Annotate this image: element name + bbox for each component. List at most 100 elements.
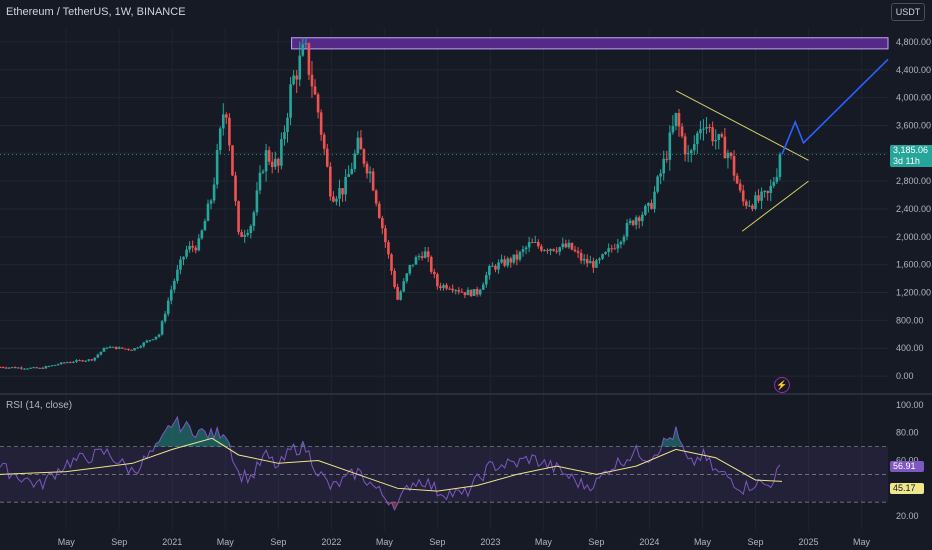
- candle: [732, 150, 736, 181]
- candle: [405, 272, 409, 284]
- candle: [478, 288, 482, 297]
- candle: [573, 245, 577, 253]
- candle: [696, 131, 699, 154]
- candle: [41, 366, 45, 369]
- candle: [145, 339, 149, 343]
- candle: [589, 255, 592, 264]
- candle: [338, 179, 341, 207]
- price-axis[interactable]: 0.00 400.00 800.00 1,200.00 1,600.00 2,000.00…: [896, 37, 931, 381]
- candle: [766, 190, 769, 201]
- candle: [699, 120, 702, 140]
- rsi-tick-label: 60.00: [896, 456, 919, 466]
- bar-countdown: 3d 11h: [893, 156, 920, 166]
- candle: [231, 145, 234, 177]
- candle: [173, 278, 176, 293]
- candle: [191, 240, 194, 253]
- candle: [307, 42, 311, 80]
- candle: [497, 259, 500, 274]
- candle: [240, 229, 243, 238]
- time-tick-label: May: [217, 537, 235, 547]
- candle: [35, 366, 39, 369]
- candle: [75, 359, 78, 363]
- candle: [234, 171, 237, 206]
- candle: [53, 364, 57, 366]
- candle: [521, 245, 525, 257]
- candle: [38, 367, 42, 369]
- candle: [744, 199, 748, 210]
- candle: [674, 112, 678, 131]
- candle: [433, 268, 436, 279]
- candle: [512, 254, 516, 265]
- candle: [540, 244, 543, 253]
- candle: [362, 148, 366, 168]
- candle: [47, 365, 51, 368]
- projection-path[interactable]: [781, 58, 889, 155]
- candle: [108, 345, 112, 349]
- time-tick-label: 2024: [639, 537, 659, 547]
- candle: [368, 166, 372, 183]
- candle: [598, 257, 601, 264]
- candle: [769, 179, 773, 202]
- candle: [448, 286, 451, 290]
- candle: [381, 215, 384, 235]
- price-tick-label: 4,800.00: [896, 37, 931, 47]
- candle: [166, 297, 170, 317]
- candle: [488, 264, 491, 280]
- candle: [50, 365, 54, 367]
- rsi-ma-value-tag: 45.17: [890, 483, 924, 494]
- candle: [4, 366, 8, 369]
- candle: [729, 151, 733, 160]
- rsi-ma-line: [0, 437, 782, 492]
- candle: [301, 37, 305, 57]
- triangle-lower-trendline[interactable]: [741, 180, 809, 232]
- candle: [270, 152, 274, 174]
- candle: [292, 70, 295, 86]
- candle: [527, 236, 531, 253]
- candle: [537, 239, 540, 249]
- candle: [130, 349, 133, 351]
- price-tick-label: 2,000.00: [896, 232, 931, 242]
- candle: [221, 103, 225, 136]
- candle: [20, 366, 23, 370]
- resistance-zone[interactable]: [291, 37, 889, 50]
- candle: [555, 247, 558, 254]
- lightning-icon[interactable]: ⚡: [774, 377, 790, 393]
- candle: [44, 365, 48, 369]
- candle: [117, 346, 121, 350]
- rsi-guides: [0, 446, 888, 503]
- candle: [671, 115, 675, 135]
- currency-button[interactable]: USDT: [891, 3, 925, 21]
- candle: [335, 196, 338, 206]
- candle: [69, 361, 72, 364]
- candle: [151, 339, 155, 341]
- candle: [148, 339, 152, 343]
- price-tick-label: 400.00: [896, 343, 924, 353]
- candle: [689, 148, 693, 163]
- triangle-upper-trendline[interactable]: [675, 90, 809, 161]
- candle: [402, 278, 406, 293]
- candle: [650, 199, 653, 210]
- candle: [185, 245, 188, 260]
- candle: [760, 187, 763, 210]
- candle: [252, 210, 256, 231]
- candle: [604, 251, 607, 255]
- time-axis[interactable]: May Sep 2021 May Sep 2022 May Sep 2023 May Sep 2024…: [58, 537, 871, 547]
- price-tick-label: 4,400.00: [896, 65, 931, 75]
- candle: [176, 265, 179, 284]
- candle: [212, 177, 216, 204]
- candle: [13, 366, 17, 369]
- candle: [576, 247, 580, 258]
- candle: [374, 189, 378, 207]
- candle: [494, 264, 497, 273]
- candle: [10, 367, 14, 369]
- candle: [325, 143, 329, 168]
- candle: [258, 165, 262, 195]
- candle: [677, 108, 681, 137]
- candlestick-series: [0, 37, 782, 370]
- candle: [329, 162, 332, 201]
- candle: [481, 282, 485, 290]
- candle: [371, 168, 375, 192]
- candle: [264, 143, 268, 182]
- candle: [735, 173, 739, 184]
